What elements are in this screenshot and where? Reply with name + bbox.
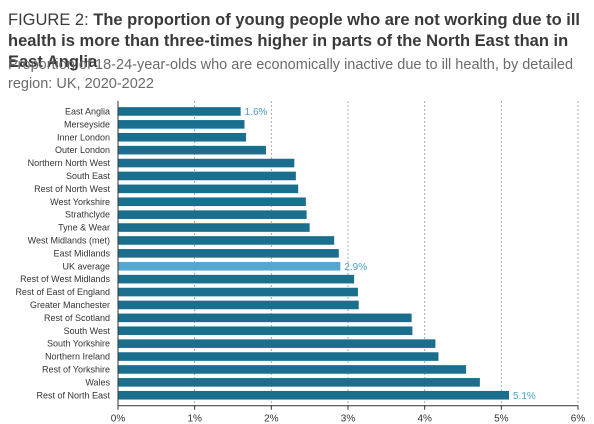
category-label-strathclyde: Strathclyde	[65, 210, 110, 220]
category-label-rest-of-north-west: Rest of North West	[34, 184, 110, 194]
bar-northern-ireland	[118, 352, 439, 361]
data-label-east-anglia: 1.6%	[245, 107, 268, 118]
x-tick-label-4: 4%	[417, 414, 432, 424]
bar-south-west	[118, 326, 413, 336]
category-label-northern-north-west: Northern North West	[28, 158, 111, 168]
category-label-east-anglia: East Anglia	[65, 106, 110, 116]
data-labels: 1.6% 2.9% 5.1%	[245, 107, 536, 402]
chart-title: FIGURE 2: The proportion of young people…	[8, 10, 588, 73]
bar-uk-average	[118, 261, 341, 271]
bar-outer-london	[118, 145, 266, 155]
bar-east-anglia	[118, 107, 241, 116]
figure-number: FIGURE 2:	[8, 11, 94, 29]
bar-northern-north-west	[118, 158, 295, 168]
category-label-northern-ireland: Northern Ireland	[45, 352, 110, 362]
category-label-uk-average: UK average	[62, 261, 110, 271]
category-label-west-yorkshire: West Yorkshire	[50, 197, 110, 207]
category-label-rest-of-yorkshire: Rest of Yorkshire	[42, 364, 110, 374]
bar-merseyside	[118, 120, 245, 129]
category-label-rest-of-north-east: Rest of North East	[36, 390, 110, 400]
category-label-south-yorkshire: South Yorkshire	[47, 339, 110, 349]
category-label-rest-of-scotland: Rest of Scotland	[44, 313, 110, 323]
x-tick-label-6: 6%	[571, 414, 586, 424]
x-tick-label-3: 3%	[341, 414, 356, 424]
data-label-uk-average: 2.9%	[344, 262, 367, 273]
category-label-greater-manchester: Greater Manchester	[30, 300, 110, 310]
chart-subtitle: Proportion of 18-24-year-olds who are ec…	[8, 57, 574, 92]
category-label-tyne-wear: Tyne & Wear	[58, 223, 110, 233]
data-label-rest-of-north-east: 5.1%	[513, 391, 536, 402]
x-tick-label-2: 2%	[264, 414, 279, 424]
bars	[118, 107, 509, 400]
x-tick-label-0: 0%	[111, 414, 126, 424]
bar-rest-of-west-midlands	[118, 274, 355, 284]
category-label-east-midlands: East Midlands	[53, 248, 110, 258]
category-label-west-midlands-met-: West Midlands (met)	[28, 235, 110, 245]
bar-greater-manchester	[118, 300, 359, 310]
bar-strathclyde	[118, 210, 307, 219]
bar-inner-london	[118, 132, 247, 142]
category-label-wales: Wales	[85, 377, 110, 387]
bar-rest-of-yorkshire	[118, 365, 467, 374]
bar-rest-of-scotland	[118, 313, 412, 323]
bar-tyne-wear	[118, 223, 310, 232]
category-label-rest-of-west-midlands: Rest of West Midlands	[20, 274, 110, 284]
bar-south-east	[118, 171, 296, 181]
category-label-rest-of-east-of-england: Rest of East of England	[15, 287, 110, 297]
bar-rest-of-north-west	[118, 184, 299, 194]
category-label-south-west: South West	[64, 326, 111, 336]
bar-west-yorkshire	[118, 197, 306, 207]
x-axis: 0% 1% 2% 3% 4% 5% 6%	[111, 101, 586, 424]
bar-rest-of-east-of-england	[118, 287, 358, 297]
bar-south-yorkshire	[118, 339, 436, 348]
x-tick-label-1: 1%	[187, 414, 202, 424]
bar-rest-of-north-east	[118, 390, 509, 400]
category-label-inner-london: Inner London	[57, 132, 110, 142]
category-label-outer-london: Outer London	[55, 145, 110, 155]
category-label-merseyside: Merseyside	[64, 119, 110, 129]
bar-west-midlands-met-	[118, 236, 335, 245]
x-tick-label-5: 5%	[494, 414, 509, 424]
category-labels: East Anglia Merseyside Inner London Outer L…	[15, 106, 110, 400]
category-label-south-east: South East	[66, 171, 111, 181]
title-text: The proportion of young people who are n…	[8, 11, 580, 71]
bar-wales	[118, 378, 480, 387]
bar-east-midlands	[118, 249, 339, 258]
